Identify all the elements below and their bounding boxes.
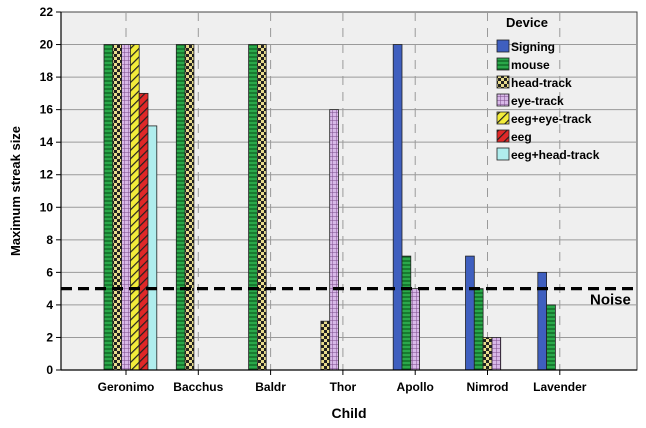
y-tick-label: 12 bbox=[40, 168, 54, 182]
bar-thor-eye-track bbox=[329, 109, 339, 371]
legend-swatch-eeg bbox=[496, 129, 510, 143]
legend-swatch-mouse bbox=[496, 57, 510, 71]
bar-apollo-eye-track bbox=[410, 288, 420, 371]
bar-bacchus-head-track bbox=[184, 44, 195, 371]
legend-label-mouse: mouse bbox=[511, 58, 550, 72]
noise-reference: Noise bbox=[61, 287, 637, 309]
legend-title: Device bbox=[506, 15, 548, 30]
y-tick-label: 14 bbox=[40, 135, 54, 149]
x-tick-label-geronimo: Geronimo bbox=[98, 380, 155, 394]
legend-label-eeg-eye-track: eeg+eye-track bbox=[511, 112, 592, 126]
legend-swatch-signing bbox=[496, 39, 510, 53]
legend: Device Signing mouse head-track eye-track eeg… bbox=[496, 15, 600, 162]
bar-lavender-mouse bbox=[546, 304, 556, 371]
bar-bacchus-mouse bbox=[175, 44, 186, 371]
y-tick-label: 20 bbox=[40, 38, 54, 52]
x-tick-label-lavender: Lavender bbox=[533, 380, 587, 394]
legend-label-head-track: head-track bbox=[511, 76, 572, 90]
bar-baldr-mouse bbox=[248, 44, 258, 371]
bar-geronimo-eye-track bbox=[121, 44, 131, 371]
bar-nimrod-mouse bbox=[473, 288, 484, 371]
y-tick-label: 16 bbox=[40, 103, 54, 117]
x-tick-label-nimrod: Nimrod bbox=[467, 380, 509, 394]
y-tick-label: 22 bbox=[40, 5, 54, 19]
y-tick-label: 8 bbox=[46, 233, 53, 247]
bar-nimrod-head-track bbox=[482, 337, 493, 371]
legend-label-signing: Signing bbox=[511, 40, 555, 54]
bar-baldr-head-track bbox=[256, 44, 267, 371]
legend-label-eeg: eeg bbox=[511, 130, 532, 144]
bar-apollo-mouse bbox=[401, 255, 412, 371]
y-tick-label: 2 bbox=[46, 330, 53, 344]
y-axis-label: Maximum streak size bbox=[8, 126, 23, 256]
bar-geronimo-mouse bbox=[103, 44, 114, 371]
legend-swatch-eye-track bbox=[496, 93, 510, 107]
legend-swatch-head-track bbox=[496, 75, 510, 89]
bars bbox=[103, 44, 556, 371]
axes: 0 2 4 6 8 10 12 14 16 18 20 22 Geronimo Bacchus Baldr T… bbox=[40, 5, 637, 394]
x-tick-label-baldr: Baldr bbox=[255, 380, 286, 394]
bar-nimrod-eye-track bbox=[491, 337, 502, 371]
bar-geronimo-eeg-eye-track bbox=[129, 44, 140, 371]
bar-apollo-signing bbox=[392, 44, 403, 371]
legend-label-eye-track: eye-track bbox=[511, 94, 564, 108]
bar-thor-head-track bbox=[320, 320, 331, 371]
bar-geronimo-head-track bbox=[112, 44, 123, 371]
x-tick-label-bacchus: Bacchus bbox=[173, 380, 223, 394]
y-tick-label: 0 bbox=[46, 363, 53, 377]
bar-geronimo-eeg bbox=[138, 92, 149, 371]
x-tick-label-thor: Thor bbox=[330, 380, 357, 394]
y-tick-label: 10 bbox=[40, 200, 54, 214]
y-tick-label: 6 bbox=[46, 265, 53, 279]
y-tick-label: 4 bbox=[46, 298, 53, 312]
bar-lavender-signing bbox=[537, 271, 547, 371]
y-tick-label: 18 bbox=[40, 70, 54, 84]
legend-label-eeg-head-track: eeg+head-track bbox=[511, 148, 600, 162]
x-axis-label: Child bbox=[332, 405, 367, 421]
x-tick-label-apollo: Apollo bbox=[397, 380, 434, 394]
legend-swatch-eeg-eye-track bbox=[496, 111, 510, 125]
legend-swatch-eeg-head-track bbox=[496, 147, 510, 161]
bar-geronimo-eeg-head-track bbox=[147, 125, 158, 371]
noise-label: Noise bbox=[590, 292, 631, 309]
bar-nimrod-signing bbox=[465, 255, 475, 371]
